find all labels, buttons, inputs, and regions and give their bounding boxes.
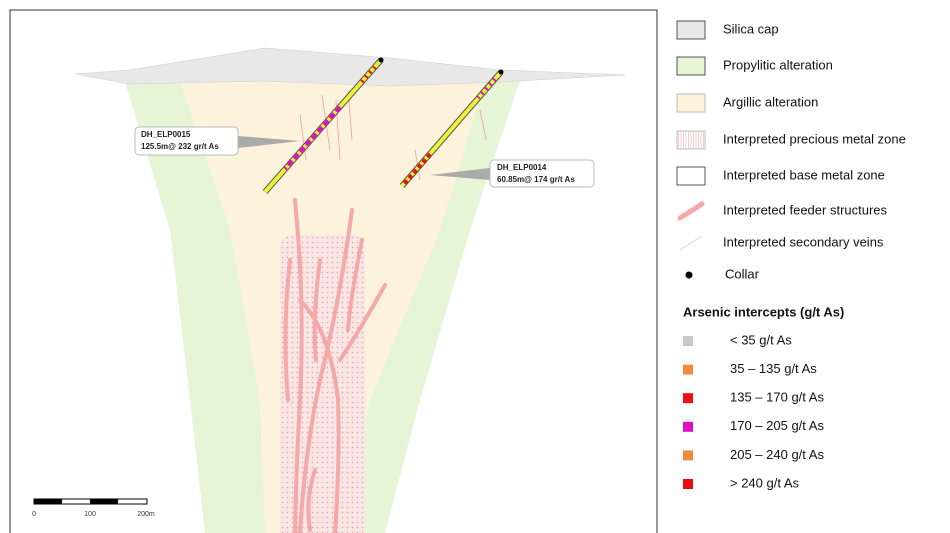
class-label: 205 – 240 g/t As (730, 447, 824, 462)
callout-intercept: 125.5m@ 232 gr/t As (141, 142, 219, 151)
class-label: > 240 g/t As (730, 475, 800, 490)
legend-label: Interpreted feeder structures (723, 202, 888, 217)
class-swatch (683, 450, 693, 461)
legend-label: Silica cap (723, 21, 779, 36)
section-panel: DH_ELP0015 125.5m@ 232 gr/t As DH_ELP001… (9, 9, 658, 533)
scale-label: 0 (32, 511, 36, 518)
scale-label: 100 (84, 511, 96, 518)
legend-label: Propylitic alteration (723, 57, 833, 72)
scale-label: 200m (137, 511, 155, 518)
drill-hole-elp0014 (399, 69, 504, 188)
swatch (676, 166, 706, 186)
class-label: 170 – 205 g/t As (730, 418, 824, 433)
drill-hole-elp0015 (262, 57, 384, 194)
legend-label: Interpreted base metal zone (723, 167, 885, 182)
precious-metal-zone (280, 235, 365, 533)
swatch (679, 235, 703, 251)
silica-cap (74, 47, 626, 87)
legend-label: Collar (725, 266, 760, 281)
swatch (676, 93, 706, 113)
intercepts-title: Arsenic intercepts (g/t As) (683, 304, 844, 319)
class-label: < 35 g/t As (730, 332, 792, 347)
swatch (685, 271, 693, 279)
callout-1: DH_ELP0015 125.5m@ 232 gr/t As (134, 126, 300, 156)
class-swatch (683, 393, 693, 404)
class-swatch (683, 364, 693, 375)
legend-label: Interpreted secondary veins (723, 234, 884, 249)
swatch (677, 201, 705, 221)
class-swatch (683, 421, 693, 432)
feeder-structures (283, 198, 387, 533)
legend: Silica cap Propylitic alteration Argillic … (676, 20, 906, 490)
class-swatch (683, 479, 693, 489)
callout-hole: DH_ELP0015 (141, 130, 191, 139)
callout-2: DH_ELP0014 60.85m@ 174 gr/t As (430, 159, 595, 188)
class-label: 135 – 170 g/t As (730, 390, 824, 405)
callout-intercept: 60.85m@ 174 gr/t As (497, 175, 575, 184)
swatch (676, 130, 706, 150)
legend-label: Interpreted precious metal zone (723, 131, 906, 146)
swatch (676, 20, 706, 40)
class-label: 35 – 135 g/t As (730, 361, 817, 376)
swatch (676, 56, 706, 76)
class-swatch (683, 336, 693, 346)
callout-hole: DH_ELP0014 (497, 163, 547, 172)
legend-label: Argillic alteration (723, 94, 818, 109)
scale-bar: 0 100 200m (32, 498, 155, 518)
